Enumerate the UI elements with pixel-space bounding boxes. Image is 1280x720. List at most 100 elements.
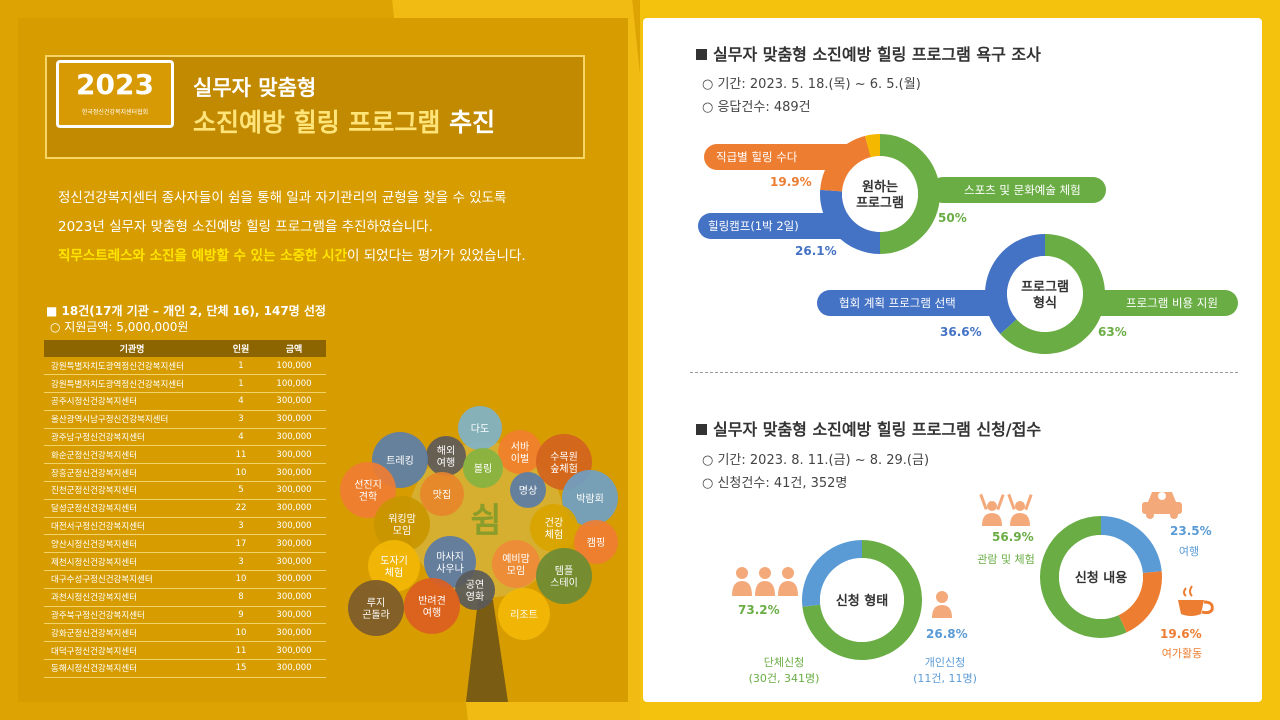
activity-bubble-label: 리조트 [510, 609, 538, 621]
application-count: ○ 신청건수: 41건, 352명 [702, 476, 848, 491]
activity-bubble: 워킹맘 모임 [374, 496, 430, 552]
cell-people: 8 [220, 588, 262, 607]
cell-people: 5 [220, 481, 262, 500]
donut-hole [842, 156, 918, 232]
intro-line-1: 정신건강복지센터 종사자들이 쉼을 통해 일과 자기관리의 균형을 찾을 수 있… [58, 190, 507, 206]
activity-bubble-circle [426, 436, 466, 476]
activity-bubble-circle [492, 540, 540, 588]
activity-bubble-label: 트레킹 [386, 455, 414, 467]
label-travel: 여행 [1178, 545, 1200, 558]
cell-people: 11 [220, 641, 262, 661]
pct-cost-support: 63% [1098, 325, 1127, 339]
donut-hole [820, 558, 904, 642]
cell-org: 강화군정신건강복지센터 [44, 623, 220, 643]
pill-cost-support: 프로그램 비용 지원 [1080, 290, 1238, 316]
page-title-line2-main: 소진예방 힐링 프로그램 [193, 108, 450, 137]
cell-people: 4 [220, 428, 262, 447]
cell-org: 울산광역시남구정신건강복지센터 [44, 410, 220, 429]
activity-bubble: 해외 여행 [426, 436, 466, 476]
activity-bubble-circle [374, 496, 430, 552]
activity-bubble-label: 캠핑 [587, 537, 605, 549]
donut-slice [865, 134, 880, 158]
activity-bubble-label: 맛집 [433, 489, 451, 501]
donut-center-label: 신청 형태 [836, 593, 888, 609]
tree-trunk [466, 600, 508, 702]
year-text: 2023 [76, 68, 154, 101]
right-page: 실무자 맞춤형 소진예방 힐링 프로그램 욕구 조사 ○ 기간: 2023. 5… [640, 0, 1280, 720]
donut-slice [820, 135, 871, 192]
cell-org: 동해시정신건강복지센터 [44, 659, 220, 678]
cell-amount: 300,000 [262, 463, 326, 483]
table-header-row: 기관명 인원 금액 [44, 340, 326, 357]
cell-org: 장흥군정신건강복지센터 [44, 463, 220, 483]
table-row: 강원특별자치도광역정신건강복지센터 1 100,000 [44, 374, 326, 394]
activity-bubble-label: 템플 스테이 [550, 565, 578, 589]
activity-bubble-label: 볼링 [474, 463, 492, 475]
donut-center-label: 원하는 프로그램 [856, 179, 904, 211]
activity-bubble: 맛집 [420, 472, 464, 516]
activity-bubble-circle [458, 406, 502, 450]
table-row: 대전서구정신건강복지센터 3 300,000 [44, 517, 326, 536]
pill-sports: 스포츠 및 문화예술 체험 [930, 177, 1106, 203]
group-people-icon [732, 567, 798, 596]
activity-bubble: 캠핑 [574, 520, 618, 564]
cell-people: 3 [220, 517, 262, 536]
table-row: 광주북구정신건강복지센터 9 300,000 [44, 606, 326, 625]
cell-amount: 300,000 [262, 410, 326, 429]
survey-period: ○ 기간: 2023. 5. 18.(목) ~ 6. 5.(월) [702, 77, 921, 92]
donut-program-format: 프로그램 형식 [985, 234, 1105, 354]
cell-amount: 100,000 [262, 374, 326, 394]
section-survey-title: 실무자 맞춤형 소진예방 힐링 프로그램 욕구 조사 [696, 41, 1041, 65]
activity-bubble-circle [574, 520, 618, 564]
table-row: 대구수성구정신건강복지센터 10 300,000 [44, 570, 326, 589]
table-row: 양산시정신건강복지센터 17 300,000 [44, 534, 326, 554]
section-application-title-text: 실무자 맞춤형 소진예방 힐링 프로그램 신청/접수 [713, 420, 1042, 439]
activity-bubble: 다도 [458, 406, 502, 450]
donut-slice [1000, 234, 1105, 354]
cell-org: 과천시정신건강복지센터 [44, 588, 220, 607]
activity-bubble-circle [420, 472, 464, 516]
activity-bubble-circle [368, 540, 420, 592]
page-title-line2-accent: 추진 [449, 108, 496, 137]
activity-bubble: 선진지 견학 [340, 462, 396, 518]
intro-line-3: 직무스트레스와 소진을 예방할 수 있는 소중한 시간이 되었다는 평가가 있었… [58, 244, 526, 264]
intro-highlight: 직무스트레스와 소진을 예방할 수 있는 소중한 시간 [58, 248, 348, 264]
activity-bubble-circle [498, 588, 550, 640]
table-row: 강화군정신건강복지센터 10 300,000 [44, 623, 326, 643]
left-page: 2023 한국정신건강복지센터협회 실무자 맞춤형 소진예방 힐링 프로그램 추… [0, 0, 640, 720]
activity-bubble-label: 마사지 사우나 [436, 551, 464, 575]
cell-org: 제천시정신건강복지센터 [44, 552, 220, 572]
activity-bubble-label: 선진지 견학 [354, 479, 382, 503]
cell-amount: 300,000 [262, 445, 326, 465]
donut-hole [1059, 535, 1143, 619]
cell-amount: 300,000 [262, 588, 326, 607]
activity-bubble-label: 해외 여행 [437, 444, 455, 469]
activity-bubble: 서바 이벌 [498, 430, 542, 474]
cell-people: 1 [220, 374, 262, 394]
pct-chat: 19.9% [770, 175, 812, 189]
cell-org: 강원특별자치도광역정신건강복지센터 [44, 357, 220, 376]
table-row: 과천시정신건강복지센터 8 300,000 [44, 588, 326, 607]
activity-bubble: 예비맘 모임 [492, 540, 540, 588]
section-divider [690, 372, 1238, 373]
pill-assoc-program: 협회 계획 프로그램 선택 [817, 290, 1009, 316]
activity-bubble-label: 워킹맘 모임 [388, 512, 416, 537]
donut-application-content: 신청 내용 [1040, 516, 1162, 638]
activity-bubble: 반려견 여행 [404, 578, 460, 634]
activity-bubble-label: 서바 이벌 [511, 441, 529, 465]
donut-center-label: 신청 내용 [1075, 570, 1127, 586]
application-period: ○ 기간: 2023. 8. 11.(금) ~ 8. 29.(금) [702, 453, 930, 468]
header-org: 기관명 [44, 340, 220, 357]
cell-people: 10 [220, 623, 262, 643]
cell-org: 광주남구정신건강복지센터 [44, 428, 220, 447]
cell-amount: 300,000 [262, 570, 326, 589]
selection-summary: ■ 18건(17개 기관 – 개인 2, 단체 16), 147명 선정 [46, 304, 326, 318]
cell-amount: 300,000 [262, 534, 326, 554]
donut-slice [820, 189, 880, 254]
cell-amount: 300,000 [262, 499, 326, 518]
pct-individual: 26.8% [926, 627, 968, 641]
activity-bubble: 리조트 [498, 588, 550, 640]
label-leisure: 여가활동 [1161, 647, 1203, 660]
activity-bubble-label: 건강 체험 [545, 517, 563, 541]
square-bullet-icon [696, 424, 707, 435]
